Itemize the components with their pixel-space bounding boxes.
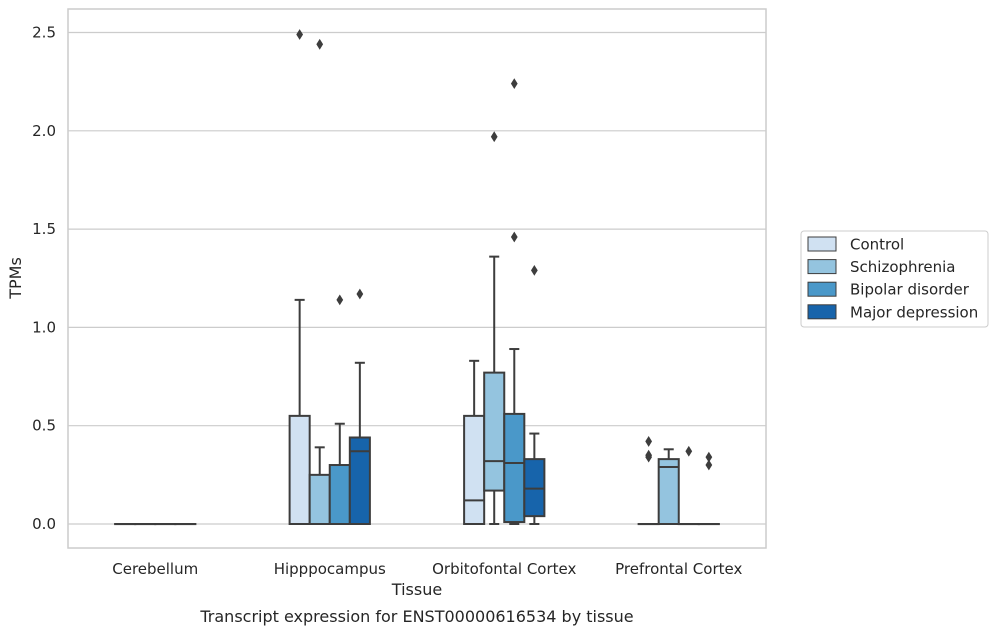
- x-tick-label: Orbitofontal Cortex: [432, 560, 576, 578]
- box-group: [637, 436, 660, 526]
- y-tick-label: 0.0: [32, 515, 56, 533]
- box-group: [348, 288, 371, 525]
- outlier-point: [645, 436, 653, 447]
- outlier-point: [356, 288, 364, 300]
- legend-label: Bipolar disorder: [850, 281, 970, 299]
- x-tick-labels: Cerebellum Hipppocampus Orbitofontal Corte…: [112, 560, 742, 578]
- chart-caption: Transcript expression for ENST0000061653…: [199, 607, 633, 626]
- plot-frame: [67, 8, 767, 549]
- outlier-point: [645, 451, 653, 463]
- box-body: [308, 473, 331, 526]
- legend-swatch: [807, 281, 837, 297]
- x-tick-label: Hipppocampus: [274, 560, 386, 578]
- y-tick-label: 1.5: [32, 220, 56, 238]
- box-body: [288, 414, 311, 525]
- legend-frame: [800, 230, 989, 328]
- box-group: [308, 38, 331, 526]
- legend-swatch: [807, 259, 837, 275]
- legend-label: Control: [850, 236, 904, 254]
- outlier-point: [510, 78, 518, 90]
- box-group: [463, 359, 486, 525]
- outlier-point: [530, 264, 538, 276]
- outlier-point: [510, 231, 518, 243]
- y-tick-labels: 0.0 0.5 1.0 1.5 2.0 2.5: [32, 24, 56, 534]
- outlier-point: [490, 131, 498, 143]
- box-group: [328, 294, 351, 525]
- box-group: [503, 78, 526, 525]
- x-tick-label: Prefrontal Cortex: [615, 560, 742, 578]
- outlier-point: [685, 445, 693, 457]
- boxes-layer: [114, 29, 720, 526]
- y-axis-label: TPMs: [6, 257, 25, 300]
- legend-swatch: [807, 304, 837, 320]
- y-tick-label: 0.5: [32, 417, 56, 435]
- legend-swatch: [807, 236, 837, 252]
- outlier-point: [336, 294, 344, 306]
- box-body: [483, 371, 506, 492]
- box-group: [697, 451, 720, 526]
- x-tick-label: Cerebellum: [112, 560, 198, 578]
- box-body: [463, 414, 486, 525]
- outlier-point: [705, 459, 713, 471]
- y-tick-label: 2.5: [32, 24, 56, 42]
- y-tick-label: 1.0: [32, 318, 56, 336]
- legend-label: Major depression: [850, 303, 978, 321]
- outlier-point: [296, 29, 304, 40]
- box-group: [657, 448, 680, 526]
- legend: Control Schizophrenia Bipolar disorder Majo…: [800, 230, 989, 328]
- box-body: [348, 436, 371, 525]
- box-body: [328, 464, 351, 525]
- outlier-point: [705, 451, 713, 463]
- box-body: [657, 458, 680, 526]
- legend-label: Schizophrenia: [850, 258, 955, 276]
- grid-lines: [68, 31, 766, 525]
- box-group: [288, 29, 311, 525]
- box-body: [503, 412, 526, 524]
- x-axis-label: Tissue: [391, 580, 442, 599]
- box-group: [677, 445, 700, 526]
- y-tick-label: 2.0: [32, 122, 56, 140]
- box-group: [523, 264, 546, 525]
- outlier-point: [316, 38, 324, 50]
